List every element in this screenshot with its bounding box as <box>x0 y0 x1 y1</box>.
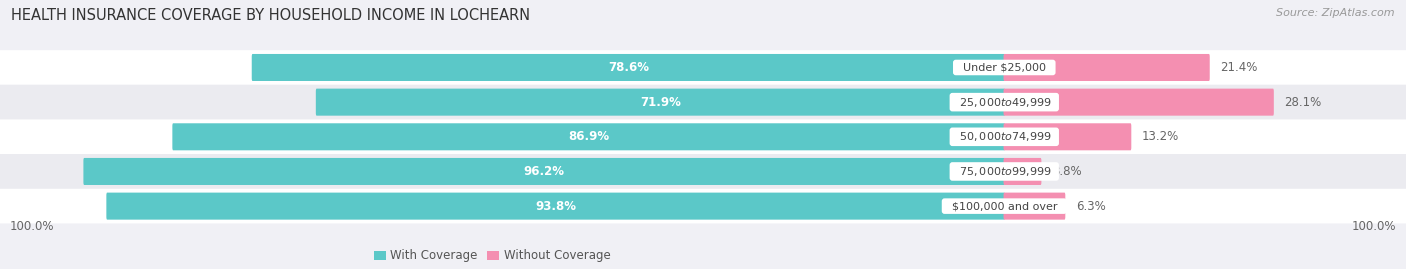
FancyBboxPatch shape <box>1004 123 1132 150</box>
FancyBboxPatch shape <box>107 193 1005 220</box>
Text: 28.1%: 28.1% <box>1285 96 1322 109</box>
Text: 78.6%: 78.6% <box>607 61 650 74</box>
Text: $50,000 to $74,999: $50,000 to $74,999 <box>952 130 1056 143</box>
FancyBboxPatch shape <box>1004 89 1274 116</box>
Text: Source: ZipAtlas.com: Source: ZipAtlas.com <box>1277 8 1395 18</box>
FancyBboxPatch shape <box>173 123 1005 150</box>
FancyBboxPatch shape <box>0 50 1406 85</box>
FancyBboxPatch shape <box>316 89 1005 116</box>
FancyBboxPatch shape <box>1004 193 1066 220</box>
Text: 6.3%: 6.3% <box>1076 200 1105 213</box>
Text: $100,000 and over: $100,000 and over <box>945 201 1064 211</box>
FancyBboxPatch shape <box>0 189 1406 224</box>
FancyBboxPatch shape <box>0 85 1406 119</box>
Text: 100.0%: 100.0% <box>10 220 53 233</box>
Text: 71.9%: 71.9% <box>640 96 681 109</box>
Legend: With Coverage, Without Coverage: With Coverage, Without Coverage <box>374 249 610 262</box>
FancyBboxPatch shape <box>0 154 1406 189</box>
FancyBboxPatch shape <box>83 158 1005 185</box>
FancyBboxPatch shape <box>1004 54 1209 81</box>
FancyBboxPatch shape <box>1004 158 1042 185</box>
Text: 21.4%: 21.4% <box>1220 61 1258 74</box>
Text: 13.2%: 13.2% <box>1142 130 1180 143</box>
FancyBboxPatch shape <box>252 54 1005 81</box>
Text: 100.0%: 100.0% <box>1353 220 1396 233</box>
Text: $75,000 to $99,999: $75,000 to $99,999 <box>952 165 1056 178</box>
Text: Under $25,000: Under $25,000 <box>956 62 1053 72</box>
Text: HEALTH INSURANCE COVERAGE BY HOUSEHOLD INCOME IN LOCHEARN: HEALTH INSURANCE COVERAGE BY HOUSEHOLD I… <box>11 8 530 23</box>
Text: 86.9%: 86.9% <box>568 130 609 143</box>
Text: $25,000 to $49,999: $25,000 to $49,999 <box>952 96 1056 109</box>
Text: 93.8%: 93.8% <box>536 200 576 213</box>
Text: 96.2%: 96.2% <box>523 165 565 178</box>
Text: 3.8%: 3.8% <box>1052 165 1081 178</box>
FancyBboxPatch shape <box>0 119 1406 154</box>
